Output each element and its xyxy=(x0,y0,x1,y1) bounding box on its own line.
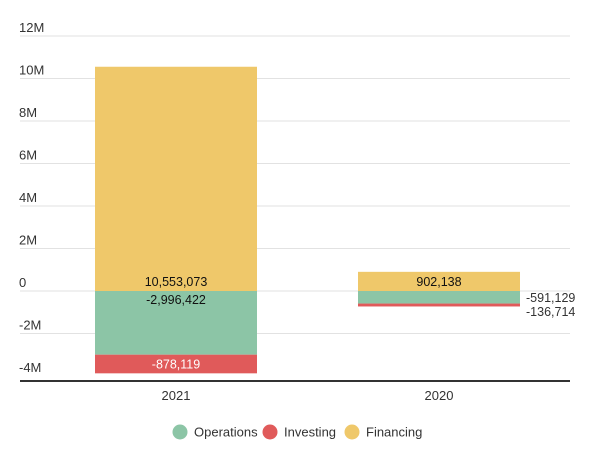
data-label-financing: 10,553,073 xyxy=(145,275,208,289)
legend-label: Financing xyxy=(366,425,422,440)
bars xyxy=(95,66,520,374)
y-tick-label: 0 xyxy=(19,275,26,290)
y-axis: 12M 10M 8M 6M 4M 2M 0 -2M -4M xyxy=(19,20,44,375)
data-label-financing: 902,138 xyxy=(416,275,461,289)
data-labels: 10,553,073 -2,996,422 -878,119 902,138 -591,… xyxy=(145,275,576,372)
y-tick-label: 6M xyxy=(19,148,37,163)
legend-item-operations: Operations xyxy=(172,424,258,440)
y-tick-label: 10M xyxy=(19,63,44,78)
legend-swatch xyxy=(262,424,278,440)
y-tick-label: 12M xyxy=(19,20,44,35)
y-tick-label: 4M xyxy=(19,190,37,205)
legend: Operations Investing Financing xyxy=(172,424,422,440)
data-label-operations: -2,996,422 xyxy=(146,293,206,307)
legend-swatch xyxy=(172,424,188,440)
bar-investing-2020 xyxy=(358,303,520,307)
bar-operations-2021 xyxy=(95,291,257,355)
bar-financing-2020 xyxy=(358,271,520,291)
y-tick-label: 8M xyxy=(19,105,37,120)
data-label-investing: -136,714 xyxy=(526,305,575,319)
data-label-investing: -878,119 xyxy=(152,358,200,372)
bar-investing-2021 xyxy=(95,354,257,374)
legend-item-investing: Investing xyxy=(262,424,336,440)
legend-label: Operations xyxy=(194,425,258,440)
legend-item-financing: Financing xyxy=(344,424,422,440)
bar-financing-2021 xyxy=(95,66,257,292)
x-tick-label: 2021 xyxy=(162,388,191,403)
data-label-operations: -591,129 xyxy=(526,291,575,305)
bar-operations-2020 xyxy=(358,291,520,304)
x-tick-label: 2020 xyxy=(425,388,454,403)
x-axis: 2021 2020 xyxy=(162,388,454,403)
y-tick-label: 2M xyxy=(19,233,37,248)
legend-label: Investing xyxy=(284,425,336,440)
y-tick-label: -2M xyxy=(19,318,41,333)
y-tick-label: -4M xyxy=(19,360,41,375)
legend-swatch xyxy=(344,424,360,440)
